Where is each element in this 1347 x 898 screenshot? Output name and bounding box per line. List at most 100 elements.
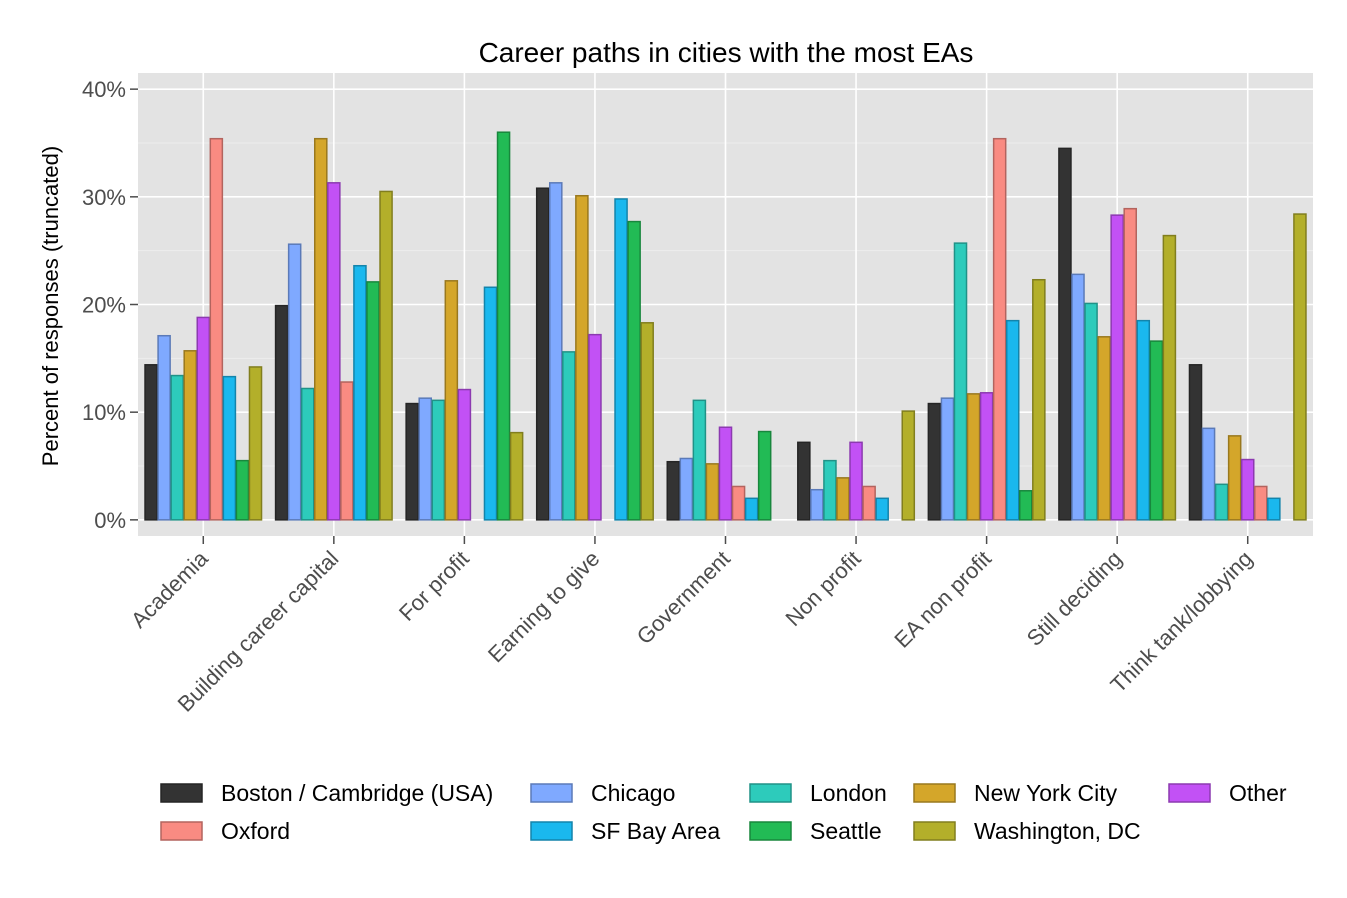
bar xyxy=(588,333,602,521)
bar xyxy=(1214,483,1229,521)
y-tick-label: 10% xyxy=(82,400,126,425)
bar xyxy=(183,350,197,521)
bar xyxy=(966,393,981,521)
y-tick-label: 0% xyxy=(94,508,126,533)
bar xyxy=(1097,336,1111,521)
bar xyxy=(1110,214,1124,521)
bar xyxy=(1227,435,1242,521)
legend-label: Boston / Cambridge (USA) xyxy=(221,780,493,806)
bar xyxy=(692,399,707,521)
y-tick-label: 20% xyxy=(82,293,126,318)
y-axis: 0% 10% 20% 30% 40% xyxy=(82,77,138,533)
bar xyxy=(1032,278,1046,521)
bar xyxy=(235,459,250,521)
bar xyxy=(1058,147,1072,521)
bar xyxy=(1071,273,1085,521)
legend-key xyxy=(160,821,203,841)
y-tick-label: 30% xyxy=(82,185,126,210)
x-tick-label: Think tank/lobbying xyxy=(1106,546,1258,698)
x-tick-label: Earning to give xyxy=(483,546,604,667)
bar xyxy=(849,441,863,521)
bar xyxy=(901,410,916,521)
bar xyxy=(744,497,759,521)
legend-key xyxy=(1168,783,1211,803)
bar xyxy=(457,388,472,521)
bar xyxy=(1084,302,1098,521)
bar xyxy=(483,286,498,521)
bar xyxy=(666,460,681,521)
bar xyxy=(640,322,654,521)
bar xyxy=(992,137,1007,521)
legend-key xyxy=(749,783,792,803)
bar xyxy=(1149,340,1164,521)
bar xyxy=(1293,213,1307,521)
bar xyxy=(731,485,746,521)
legend-key xyxy=(160,783,203,803)
bar xyxy=(1240,458,1255,521)
legend-label: Seattle xyxy=(810,818,882,844)
bar xyxy=(875,497,889,521)
legend-key xyxy=(530,821,573,841)
bar xyxy=(209,137,224,521)
bar xyxy=(353,264,367,521)
bar xyxy=(810,488,824,521)
x-tick-label: Academia xyxy=(126,545,213,632)
x-tick-label: Government xyxy=(632,546,735,649)
legend-key xyxy=(913,821,956,841)
bar xyxy=(1162,234,1177,521)
legend-label: London xyxy=(810,780,887,806)
bar xyxy=(705,463,720,521)
x-tick-label: Still deciding xyxy=(1022,546,1127,651)
bar xyxy=(196,316,211,521)
legend: Boston / Cambridge (USA) Chicago London New… xyxy=(160,780,1287,844)
bar xyxy=(1136,319,1151,521)
legend-label: SF Bay Area xyxy=(591,818,720,844)
y-axis-title: Percent of responses (truncated) xyxy=(38,146,63,466)
y-tick-label: 40% xyxy=(82,77,126,102)
bar xyxy=(314,137,328,521)
bar xyxy=(718,426,733,521)
legend-key xyxy=(530,783,573,803)
bar xyxy=(222,375,237,521)
bar xyxy=(327,182,341,521)
x-tick-label: Non profit xyxy=(780,546,865,631)
bar xyxy=(170,374,184,521)
bar xyxy=(979,392,994,521)
bar xyxy=(927,402,942,521)
legend-label: Chicago xyxy=(591,780,675,806)
bar xyxy=(300,387,315,521)
bar xyxy=(940,397,955,521)
bar xyxy=(274,304,289,521)
bars-group xyxy=(144,131,1307,521)
legend-label: Washington, DC xyxy=(974,818,1141,844)
bar xyxy=(496,131,511,521)
bar xyxy=(1188,364,1203,521)
bar xyxy=(366,281,380,521)
bar xyxy=(679,457,694,521)
bar xyxy=(509,431,524,521)
bar xyxy=(862,485,876,521)
bar xyxy=(627,220,641,521)
chart-title: Career paths in cities with the most EAs xyxy=(479,37,974,68)
legend-label: New York City xyxy=(974,780,1118,806)
bar xyxy=(575,194,589,521)
bar xyxy=(405,402,419,521)
bar xyxy=(836,477,850,521)
bar xyxy=(562,351,576,521)
legend-label: Other xyxy=(1229,780,1287,806)
bar xyxy=(287,243,302,521)
bar xyxy=(823,459,837,521)
bar xyxy=(1254,485,1268,521)
bar xyxy=(757,430,772,521)
bar xyxy=(418,397,433,521)
bar xyxy=(1005,319,1020,521)
bar xyxy=(248,366,263,521)
bar xyxy=(157,334,171,521)
bar xyxy=(535,187,550,521)
bar xyxy=(549,182,563,521)
bar xyxy=(444,280,459,521)
bar xyxy=(1267,497,1281,521)
legend-key xyxy=(913,783,956,803)
